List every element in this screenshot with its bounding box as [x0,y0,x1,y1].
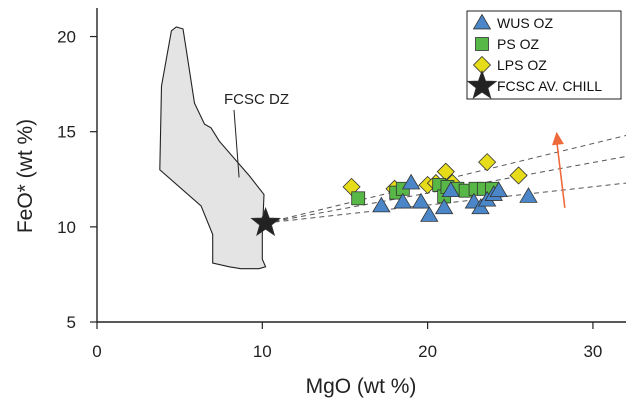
trend-line-1 [265,135,626,224]
legend-marker-wus-oz [472,13,492,30]
legend-marker-ps-oz [475,37,489,51]
trend-arrow [555,139,566,208]
wus-oz-point-6 [434,198,454,215]
region-polygon [159,26,267,270]
wus-oz-point-5 [420,206,439,222]
legend: WUS OZ PS OZ LPS OZ FCSC AV. CHILL [466,10,622,100]
x-tick-label-30: 30 [583,342,602,361]
lps-oz-point-8 [509,166,528,185]
region-label: FCSC DZ [224,91,289,108]
wus-oz-point-3 [401,173,421,190]
wus-oz-point-13 [519,187,538,203]
ticks-layer: 0 10 20 30 5 10 15 20 [57,28,602,361]
y-tick-label-20: 20 [57,28,76,47]
wus-oz-point-7 [441,181,460,198]
y-tick-label-5: 5 [67,313,76,332]
lps-oz-point-7 [478,153,497,172]
y-tick-label-10: 10 [57,218,76,237]
x-tick-label-10: 10 [253,342,272,361]
wus-oz-point-2 [393,192,413,209]
legend-marker-fcsc-av-chill [466,69,498,100]
legend-label-fcsc-av-chill: FCSC AV. CHILL [497,78,602,94]
x-tick-label-0: 0 [92,342,101,361]
legend-label-ps-oz: PS OZ [497,36,539,52]
ps-oz-point-1 [351,191,366,206]
x-axis-title: MgO (wt %) [306,375,417,398]
y-tick-label-15: 15 [57,123,76,142]
points-layer [250,153,538,237]
wus-oz-point-1 [372,196,391,213]
wus-oz-point-4 [411,192,431,209]
legend-label-lps-oz: LPS OZ [497,57,547,73]
fcsc-av-chill-point-1 [250,206,282,237]
region-layer [159,26,267,270]
legend-items: WUS OZ PS OZ LPS OZ FCSC AV. CHILL [466,13,602,100]
x-tick-label-20: 20 [418,342,437,361]
legend-label-wus-oz: WUS OZ [497,15,553,31]
axes-layer [96,8,626,323]
trend-arrow-head [552,131,564,146]
wus-oz-point-12 [489,181,508,198]
region-label-leader [233,109,240,178]
y-axis-title: FeO* (wt %) [14,119,37,233]
